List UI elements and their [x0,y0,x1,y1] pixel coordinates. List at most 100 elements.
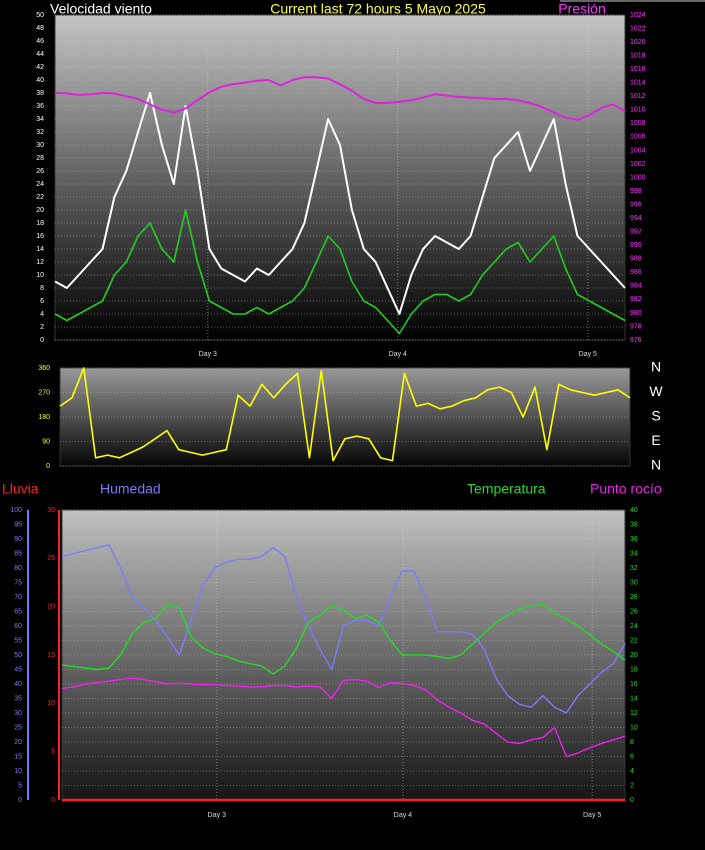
y-tick-label: 20 [14,739,22,746]
legend-entry: Lluvia [2,481,39,497]
legend-entry: Punto rocío [590,481,662,497]
y2-tick-label: 980 [630,310,642,317]
y-tick-label: 85 [14,550,22,557]
series-line [61,603,626,675]
y-tick-label: 14 [36,246,44,253]
y-tick-label: 30 [14,710,22,717]
y2-tick-label: 996 [630,201,642,208]
y-tick-label: 55 [14,637,22,644]
y2-tick-label: 1016 [630,66,646,73]
series-line [54,76,626,121]
y-tick-label: 0 [18,797,22,804]
y-tick-label: 38 [36,90,44,97]
plot-area [59,367,631,467]
y-tick-label: 10 [14,768,22,775]
y-tick-label: 50 [36,12,44,19]
y-tick-label: 5 [18,782,22,789]
y2-tick-label: E [651,432,660,448]
y-tick-label: 40 [36,77,44,84]
y2-tick-label: 1004 [630,147,646,154]
y2-tick-label: 34 [630,550,638,557]
y2-tick-label: W [649,383,663,399]
y-tick-label: 45 [14,666,22,673]
y2-tick-label: 994 [630,215,642,222]
y2-tick-label: 40 [630,507,638,514]
x-tick-label: Day 5 [579,351,597,358]
y2-tick-label: 992 [630,229,642,236]
y-tick-label: 95 [14,521,22,528]
y2-tick-label: 984 [630,283,642,290]
x-tick-label: Day 4 [389,351,407,358]
y2-tick-label: 988 [630,256,642,263]
y-tick-label: 4 [40,311,44,318]
y2-tick-label: 4 [630,768,634,775]
y-tick-label: 0 [46,463,50,470]
y-tick-label: 20 [36,207,44,214]
y2-tick-label: 18 [630,666,638,673]
y-tick-label: 25 [14,724,22,731]
y-tick-label: 46 [36,38,44,45]
y2-tick-label: 30 [630,579,638,586]
y3-tick-label: 25 [47,555,55,562]
y2-tick-label: 982 [630,296,642,303]
y-tick-label: 42 [36,64,44,71]
y-tick-label: 10 [36,272,44,279]
y2-tick-label: 8 [630,739,634,746]
wind-label: Velocidad viento [50,1,152,17]
series-line [54,92,626,315]
legend-entry: Humedad [100,481,161,497]
y2-tick-label: 1006 [630,134,646,141]
plot-area [54,14,626,341]
y-tick-label: 0 [40,337,44,344]
x-tick-label: Day 4 [394,812,412,819]
y2-tick-label: N [651,359,661,375]
x-tick-label: Day 3 [199,351,217,358]
y2-tick-label: 36 [630,536,638,543]
y2-tick-label: 2 [630,782,634,789]
y-tick-label: 90 [14,536,22,543]
y-tick-label: 30 [36,142,44,149]
y-tick-label: 12 [36,259,44,266]
series-line [54,209,626,335]
y-tick-label: 50 [14,652,22,659]
y2-tick-label: S [651,408,660,424]
y2-tick-label: 978 [630,323,642,330]
x-tick-label: Day 5 [583,812,601,819]
y-tick-label: 34 [36,116,44,123]
legend-entry: Temperatura [467,481,546,497]
y2-tick-label: N [651,457,661,473]
series-line [61,544,626,714]
y-tick-label: 360 [38,365,50,372]
y-tick-label: 6 [40,298,44,305]
y-tick-label: 8 [40,285,44,292]
y-tick-label: 80 [14,565,22,572]
y-tick-label: 22 [36,194,44,201]
y3-tick-label: 30 [47,507,55,514]
pressure-label: Presión [558,1,605,17]
y3-tick-label: 0 [51,797,55,804]
series-line [61,677,626,758]
y2-tick-label: 1012 [630,93,646,100]
y-tick-label: 60 [14,623,22,630]
y-tick-label: 36 [36,103,44,110]
y2-tick-label: 24 [630,623,638,630]
y2-tick-label: 12 [630,710,638,717]
y-tick-label: 26 [36,168,44,175]
y2-tick-label: 1022 [630,25,646,32]
y-tick-label: 180 [38,414,50,421]
y-tick-label: 100 [10,507,22,514]
y2-tick-label: 1018 [630,52,646,59]
y-tick-label: 70 [14,594,22,601]
y-tick-label: 24 [36,181,44,188]
y-tick-label: 16 [36,233,44,240]
y2-tick-label: 1000 [630,174,646,181]
y2-tick-label: 1024 [630,12,646,19]
y-tick-label: 35 [14,695,22,702]
plot-area [61,509,626,801]
y2-tick-label: 1008 [630,120,646,127]
y2-tick-label: 32 [630,565,638,572]
y2-tick-label: 986 [630,269,642,276]
y-tick-label: 90 [42,438,50,445]
series-line [59,367,631,462]
